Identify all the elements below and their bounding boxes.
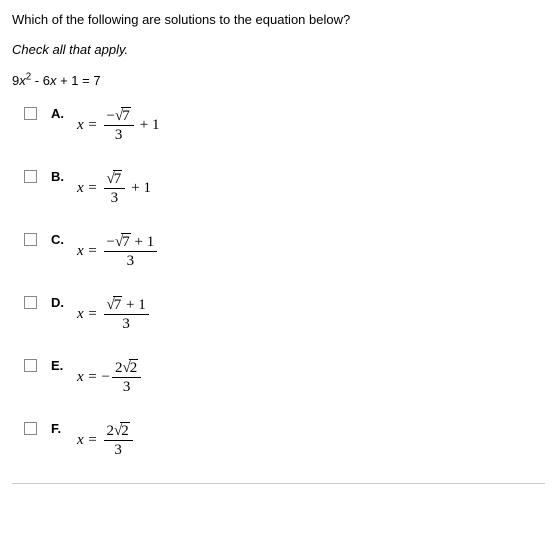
denominator: 3 <box>114 441 122 459</box>
option-formula: x = √73 + 1 <box>77 170 151 207</box>
option-letter: E. <box>51 357 77 373</box>
denominator: 3 <box>115 126 123 144</box>
checkbox[interactable] <box>24 422 37 435</box>
option-formula: x = √7 + 13 <box>77 296 151 333</box>
option-formula: x = 2√23 <box>77 422 135 459</box>
option-letter: C. <box>51 231 77 247</box>
bottom-divider <box>12 483 545 484</box>
option-row: D.x = √7 + 13 <box>12 294 545 333</box>
denominator: 3 <box>127 252 135 270</box>
option-formula: x =− 2√23 <box>77 359 143 396</box>
option-formula: x = −√7 + 13 <box>77 233 159 270</box>
fraction: √73 <box>104 170 126 207</box>
fraction: −√73 <box>104 107 134 144</box>
lead-text: x = <box>77 306 98 323</box>
numerator: 2√2 <box>112 359 141 379</box>
numerator: 2√2 <box>104 422 133 442</box>
option-row: C.x = −√7 + 13 <box>12 231 545 270</box>
negative-sign: − <box>102 369 110 386</box>
lead-text: x = <box>77 432 98 449</box>
trailing-text: + 1 <box>131 180 151 197</box>
instruction-text: Check all that apply. <box>12 40 545 60</box>
fraction: 2√23 <box>104 422 133 459</box>
denominator: 3 <box>122 315 130 333</box>
fraction: −√7 + 13 <box>104 233 158 270</box>
question-text: Which of the following are solutions to … <box>12 10 545 30</box>
fraction: √7 + 13 <box>104 296 149 333</box>
option-letter: F. <box>51 420 77 436</box>
options-list: A.x =−√73+ 1B.x =√73+ 1C.x =−√7 + 13D.x … <box>12 105 545 459</box>
lead-text: x = <box>77 117 98 134</box>
numerator: −√7 + 1 <box>104 233 158 253</box>
fraction: 2√23 <box>112 359 141 396</box>
checkbox[interactable] <box>24 359 37 372</box>
option-formula: x = −√73 + 1 <box>77 107 159 144</box>
denominator: 3 <box>111 189 119 207</box>
lead-text: x = <box>77 243 98 260</box>
checkbox[interactable] <box>24 107 37 120</box>
checkbox[interactable] <box>24 170 37 183</box>
numerator: √7 <box>104 170 126 190</box>
denominator: 3 <box>123 378 131 396</box>
numerator: −√7 <box>104 107 134 127</box>
lead-text: x = <box>77 180 98 197</box>
option-letter: B. <box>51 168 77 184</box>
lead-text: x = <box>77 369 98 386</box>
option-letter: D. <box>51 294 77 310</box>
checkbox[interactable] <box>24 296 37 309</box>
checkbox[interactable] <box>24 233 37 246</box>
option-row: B.x = √73 + 1 <box>12 168 545 207</box>
option-row: A.x = −√73 + 1 <box>12 105 545 144</box>
option-row: E.x =− 2√23 <box>12 357 545 396</box>
numerator: √7 + 1 <box>104 296 149 316</box>
option-row: F.x = 2√23 <box>12 420 545 459</box>
option-letter: A. <box>51 105 77 121</box>
equation-text: 9x2 - 6x + 1 = 7 <box>12 71 545 91</box>
trailing-text: + 1 <box>140 117 160 134</box>
